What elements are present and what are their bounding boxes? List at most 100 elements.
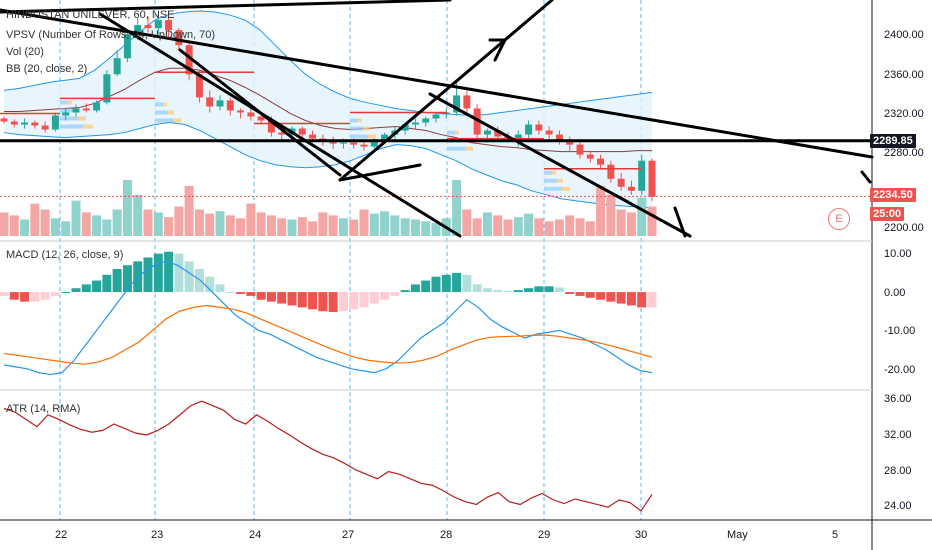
legend-main[interactable]: HINDUSTAN UNILEVER, 60, NSE bbox=[6, 9, 175, 21]
candle-body bbox=[627, 186, 635, 191]
volume-bar bbox=[482, 212, 492, 236]
macd-histogram-bar bbox=[318, 292, 328, 312]
volume-profile bbox=[60, 100, 570, 191]
candle-body bbox=[0, 118, 8, 122]
macd-histogram-bar bbox=[596, 292, 606, 300]
volume-bar bbox=[112, 209, 122, 236]
volume-bar bbox=[215, 211, 225, 236]
bb-upper-line bbox=[3, 10, 653, 116]
macd-histogram-bar bbox=[308, 292, 318, 310]
time-tick: 5 bbox=[832, 529, 839, 541]
macd-histogram-bar bbox=[215, 284, 225, 293]
legend-vpsv[interactable]: VPSV (Number Of Rows, 24, UpDown, 70) bbox=[6, 29, 216, 41]
volume-profile-row bbox=[163, 102, 167, 107]
macd-histogram-bar bbox=[30, 292, 40, 302]
candle-body bbox=[648, 160, 656, 197]
macd-pane bbox=[0, 251, 657, 376]
macd-histogram-bar bbox=[81, 284, 91, 293]
candle-body bbox=[82, 108, 90, 111]
candle-body bbox=[607, 164, 615, 179]
volume-bar bbox=[205, 213, 215, 236]
volume-bar bbox=[143, 209, 153, 236]
trendline bbox=[0, 0, 452, 14]
price-tick: 2400.00 bbox=[884, 29, 924, 41]
time-tick: 30 bbox=[635, 529, 648, 541]
legend-bb[interactable]: BB (20, close, 2) bbox=[6, 63, 88, 75]
macd-histogram-bar bbox=[647, 292, 657, 308]
volume-bar bbox=[503, 219, 513, 236]
last-price-badge: 2234.50 bbox=[870, 188, 916, 202]
candle-body bbox=[298, 128, 306, 135]
volume-profile-row bbox=[544, 186, 562, 191]
candle-body bbox=[566, 140, 574, 145]
macd-histogram-bar bbox=[102, 274, 112, 293]
candle-body bbox=[339, 142, 347, 144]
volume-bar bbox=[9, 215, 19, 236]
legend-vol[interactable]: Vol (20) bbox=[6, 46, 44, 58]
macd-histogram-bar bbox=[349, 292, 359, 310]
volume-bar bbox=[277, 218, 287, 236]
macd-histogram-bar bbox=[534, 286, 544, 293]
volume-bar bbox=[575, 218, 585, 236]
macd-histogram-bar bbox=[71, 288, 81, 293]
volume-bar bbox=[102, 219, 112, 236]
volume-bar bbox=[565, 215, 575, 236]
candle-body bbox=[525, 124, 533, 135]
time-tick: 23 bbox=[151, 529, 164, 541]
candle-body bbox=[185, 45, 193, 75]
macd-histogram-bar bbox=[493, 290, 503, 293]
trendline bbox=[338, 163, 422, 182]
volume-bar bbox=[266, 215, 276, 236]
price-tick: 2200.00 bbox=[884, 222, 924, 234]
volume-bar bbox=[40, 209, 50, 236]
candle-body bbox=[257, 116, 265, 121]
time-tick: 28 bbox=[440, 529, 453, 541]
macd-histogram-bar bbox=[390, 292, 400, 296]
earnings-icon[interactable]: E bbox=[828, 208, 850, 230]
volume-bar bbox=[359, 209, 369, 236]
legend-atr[interactable]: ATR (14, RMA) bbox=[6, 403, 81, 415]
volume-bar bbox=[184, 185, 194, 236]
volume-bar bbox=[122, 180, 132, 236]
candle-body bbox=[638, 160, 646, 191]
volume-bar bbox=[524, 213, 534, 236]
macd-histogram-bar bbox=[441, 274, 451, 293]
legend-macd[interactable]: MACD (12, 26, close, 9) bbox=[6, 249, 124, 261]
candle-body bbox=[247, 112, 255, 117]
macd-histogram-bar bbox=[585, 292, 595, 298]
macd-histogram-bar bbox=[472, 284, 482, 293]
volume-profile-row bbox=[455, 130, 459, 135]
volume-profile-row bbox=[78, 116, 86, 121]
volume-bar bbox=[585, 221, 595, 236]
trendline bbox=[178, 48, 342, 177]
candle-body bbox=[113, 58, 121, 75]
volume-bar bbox=[462, 209, 472, 236]
candle-body bbox=[432, 114, 440, 119]
volume-bar bbox=[287, 219, 297, 236]
volume-bar bbox=[390, 215, 400, 236]
trendlines bbox=[0, 0, 874, 238]
macd-histogram-bar bbox=[184, 261, 194, 293]
volume-bar bbox=[554, 219, 564, 236]
macd-histogram-bar bbox=[266, 292, 276, 302]
candle-body bbox=[463, 95, 471, 109]
candle-body bbox=[360, 144, 368, 147]
candle-body bbox=[617, 178, 625, 187]
macd-tick: -20.00 bbox=[884, 364, 916, 376]
volume-bar bbox=[338, 218, 348, 236]
macd-histogram-bar bbox=[122, 265, 132, 293]
candle-body bbox=[555, 134, 563, 141]
macd-histogram-bar bbox=[575, 292, 585, 296]
macd-histogram-bar bbox=[164, 251, 174, 293]
macd-histogram-bar bbox=[626, 292, 636, 306]
macd-histogram-bar bbox=[20, 292, 30, 302]
macd-histogram-bar bbox=[174, 253, 184, 293]
candle-body bbox=[206, 97, 214, 107]
volume-bar bbox=[256, 212, 266, 236]
macd-histogram-bar bbox=[637, 292, 647, 308]
macd-histogram-bar bbox=[513, 290, 523, 293]
candle-body bbox=[165, 20, 173, 31]
trendline bbox=[0, 8, 874, 159]
